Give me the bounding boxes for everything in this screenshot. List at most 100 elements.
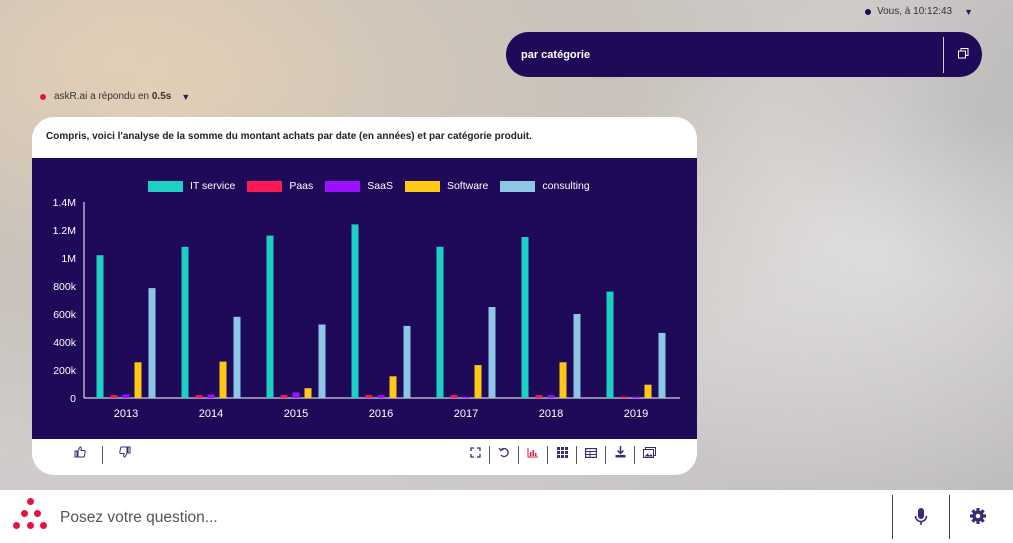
legend-item[interactable]: Software <box>404 180 489 192</box>
bar[interactable] <box>632 396 640 398</box>
legend-swatch <box>325 180 361 192</box>
bot-summary-text: Compris, voici l'analyse de la somme du … <box>46 131 532 142</box>
legend-label: Software <box>446 180 489 192</box>
toolbar-divider <box>547 446 548 464</box>
bar[interactable] <box>318 324 326 399</box>
x-tick-label: 2016 <box>369 408 393 420</box>
thumbs-up-icon[interactable] <box>66 444 94 466</box>
toolbar-divider <box>605 446 606 464</box>
legend-label: consulting <box>542 180 590 192</box>
bar-chart-icon[interactable] <box>519 444 547 466</box>
response-toolbar <box>32 444 697 466</box>
download-icon[interactable] <box>606 444 634 466</box>
fullscreen-icon[interactable] <box>461 444 489 466</box>
bar[interactable] <box>436 246 444 398</box>
bar[interactable] <box>233 316 241 398</box>
chart-panel: IT service Paas SaaS Software consulting 0 20… <box>32 158 697 439</box>
bar[interactable] <box>377 395 385 398</box>
askr-logo <box>13 498 49 534</box>
y-tick-label: 800k <box>53 281 77 293</box>
user-message-meta: Vous, à 10:12:43 ▼ <box>865 6 973 17</box>
bar[interactable] <box>620 396 628 398</box>
chevron-down-icon[interactable]: ▼ <box>181 91 191 102</box>
bar[interactable] <box>547 395 555 398</box>
y-tick-label: 1.2M <box>53 225 76 237</box>
bar[interactable] <box>304 388 312 398</box>
bot-name-prefix: askR.ai a répondu en <box>54 91 150 102</box>
bar[interactable] <box>403 325 411 398</box>
microphone-icon[interactable] <box>913 507 929 527</box>
legend-item[interactable]: IT service <box>148 180 235 192</box>
bar[interactable] <box>96 255 104 398</box>
x-tick-label: 2014 <box>199 408 223 420</box>
legend-label: Paas <box>289 180 314 192</box>
bar[interactable] <box>207 394 215 399</box>
toolbar-divider <box>634 446 635 464</box>
bar[interactable] <box>462 396 470 398</box>
x-tick-label: 2018 <box>539 408 563 420</box>
toolbar-divider <box>489 446 490 464</box>
bar[interactable] <box>644 384 652 398</box>
legend-swatch <box>148 180 183 192</box>
undo-icon[interactable] <box>490 444 518 466</box>
y-tick-label: 200k <box>53 365 77 377</box>
bar[interactable] <box>195 395 203 398</box>
bar[interactable] <box>488 307 496 398</box>
gear-icon[interactable] <box>968 506 988 526</box>
y-tick-label: 0 <box>70 393 76 405</box>
bot-status-dot <box>40 93 46 100</box>
user-message-time: Vous, à 10:12:43 <box>877 6 953 17</box>
legend-item[interactable]: consulting <box>500 180 590 192</box>
bar[interactable] <box>365 395 373 398</box>
input-divider <box>892 495 893 539</box>
bot-response-time: 0.5s <box>151 91 172 102</box>
bar[interactable] <box>521 237 529 398</box>
x-tick-label: 2013 <box>114 408 138 420</box>
bot-response-card: Compris, voici l'analyse de la somme du … <box>32 117 697 475</box>
bar[interactable] <box>351 224 359 398</box>
bar[interactable] <box>389 376 397 398</box>
toolbar-divider <box>518 446 519 464</box>
bar[interactable] <box>535 395 543 398</box>
bar[interactable] <box>280 395 288 398</box>
grid-icon[interactable] <box>548 444 576 466</box>
table-icon[interactable] <box>577 444 605 466</box>
bar[interactable] <box>450 395 458 398</box>
bar[interactable] <box>181 246 189 398</box>
bar[interactable] <box>292 392 300 398</box>
bar[interactable] <box>266 235 274 398</box>
chart-legend: IT service Paas SaaS Software consulting <box>148 180 590 192</box>
legend-item[interactable]: SaaS <box>325 180 393 192</box>
y-tick-label: 1M <box>61 253 76 265</box>
bar[interactable] <box>122 394 130 399</box>
bar[interactable] <box>658 332 666 398</box>
bar[interactable] <box>134 362 142 398</box>
bar-chart: 0 200k 400k 600k 800k 1M 1.2M 1.4M 2013 2014 2015 2… <box>53 197 680 420</box>
bar[interactable] <box>110 395 118 398</box>
gallery-icon[interactable] <box>635 444 663 466</box>
bar[interactable] <box>219 361 227 398</box>
legend-swatch <box>247 180 283 192</box>
thumbs-down-icon[interactable] <box>111 444 139 466</box>
x-tick-label: 2015 <box>284 408 308 420</box>
x-tick-label: 2019 <box>624 408 648 420</box>
copy-icon[interactable] <box>944 47 982 62</box>
bar[interactable] <box>148 288 156 398</box>
chevron-down-icon[interactable]: ▼ <box>964 6 973 17</box>
user-status-dot <box>865 8 871 15</box>
legend-label: SaaS <box>367 180 393 192</box>
bar[interactable] <box>474 365 482 398</box>
legend-item[interactable]: Paas <box>247 180 313 192</box>
y-tick-label: 1.4M <box>53 197 76 209</box>
bot-message-meta: askR.ai a répondu en 0.5s ▼ <box>40 91 190 102</box>
bar[interactable] <box>573 314 581 398</box>
toolbar-divider <box>576 446 577 464</box>
x-tick-label: 2017 <box>454 408 478 420</box>
legend-swatch <box>500 180 536 192</box>
toolbar-divider <box>102 446 103 464</box>
bar[interactable] <box>559 362 567 398</box>
bubble-divider <box>943 36 944 73</box>
question-input[interactable] <box>58 504 882 532</box>
bar[interactable] <box>606 291 614 398</box>
y-tick-label: 400k <box>53 337 77 349</box>
